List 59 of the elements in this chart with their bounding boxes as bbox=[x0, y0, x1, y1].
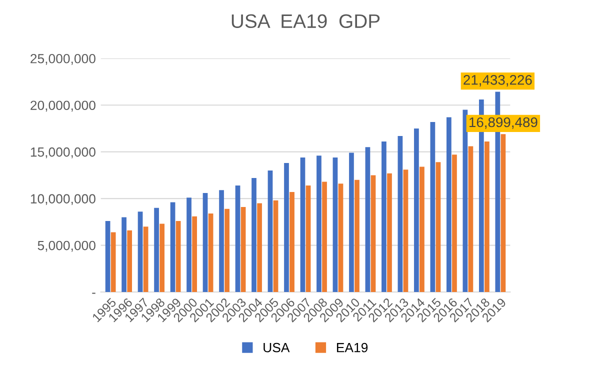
y-tick-label: 25,000,000 bbox=[30, 54, 96, 65]
y-tick-label: 5,000,000 bbox=[38, 240, 96, 252]
bar bbox=[420, 166, 424, 292]
bar bbox=[235, 185, 240, 292]
bar bbox=[365, 147, 370, 292]
data-label: 16,899,489 bbox=[470, 117, 538, 129]
bar bbox=[500, 134, 506, 292]
bar bbox=[414, 128, 419, 292]
bar bbox=[370, 175, 376, 292]
y-tick-label: 15,000,000 bbox=[30, 147, 96, 158]
bar bbox=[105, 220, 110, 292]
bar bbox=[240, 206, 246, 292]
bar bbox=[154, 208, 159, 292]
bar bbox=[143, 226, 148, 292]
bar bbox=[290, 192, 294, 292]
bar bbox=[257, 203, 262, 292]
bar bbox=[382, 142, 386, 292]
bar bbox=[332, 157, 338, 292]
bar bbox=[273, 200, 278, 292]
bar bbox=[322, 182, 327, 292]
bar bbox=[284, 163, 289, 292]
bar bbox=[430, 122, 436, 292]
y-tick-label: 10,000,000 bbox=[30, 194, 96, 206]
bar bbox=[110, 232, 116, 292]
bar bbox=[192, 216, 197, 292]
bar bbox=[306, 185, 311, 292]
bar bbox=[252, 178, 256, 292]
y-tick-label: - bbox=[92, 292, 96, 294]
bar bbox=[127, 230, 132, 292]
bar bbox=[268, 170, 273, 292]
bar bbox=[122, 217, 126, 292]
bar bbox=[398, 136, 403, 292]
bar bbox=[219, 190, 224, 292]
bar bbox=[208, 214, 214, 292]
data-label: 21,433,226 bbox=[464, 74, 532, 86]
bar bbox=[387, 173, 392, 292]
bar bbox=[224, 208, 230, 292]
bar bbox=[202, 192, 208, 292]
bar bbox=[484, 142, 490, 292]
bar bbox=[354, 180, 360, 292]
bar bbox=[338, 184, 344, 292]
y-tick-label: 20,000,000 bbox=[30, 100, 96, 112]
bar bbox=[349, 152, 354, 292]
bar bbox=[160, 224, 164, 292]
bar bbox=[170, 202, 176, 292]
bar bbox=[436, 162, 441, 292]
bar bbox=[403, 170, 408, 292]
bar bbox=[452, 154, 457, 292]
bar bbox=[446, 117, 452, 292]
bar bbox=[138, 212, 143, 292]
bar bbox=[300, 157, 306, 292]
legend-label: EA19 bbox=[336, 342, 368, 352]
bar bbox=[176, 220, 181, 292]
legend-label: USA bbox=[264, 342, 290, 352]
bar bbox=[468, 146, 474, 292]
bar bbox=[316, 156, 322, 292]
bar bbox=[186, 198, 192, 292]
chart-title: USA EA19 GDP bbox=[232, 14, 380, 28]
bar bbox=[462, 110, 468, 292]
